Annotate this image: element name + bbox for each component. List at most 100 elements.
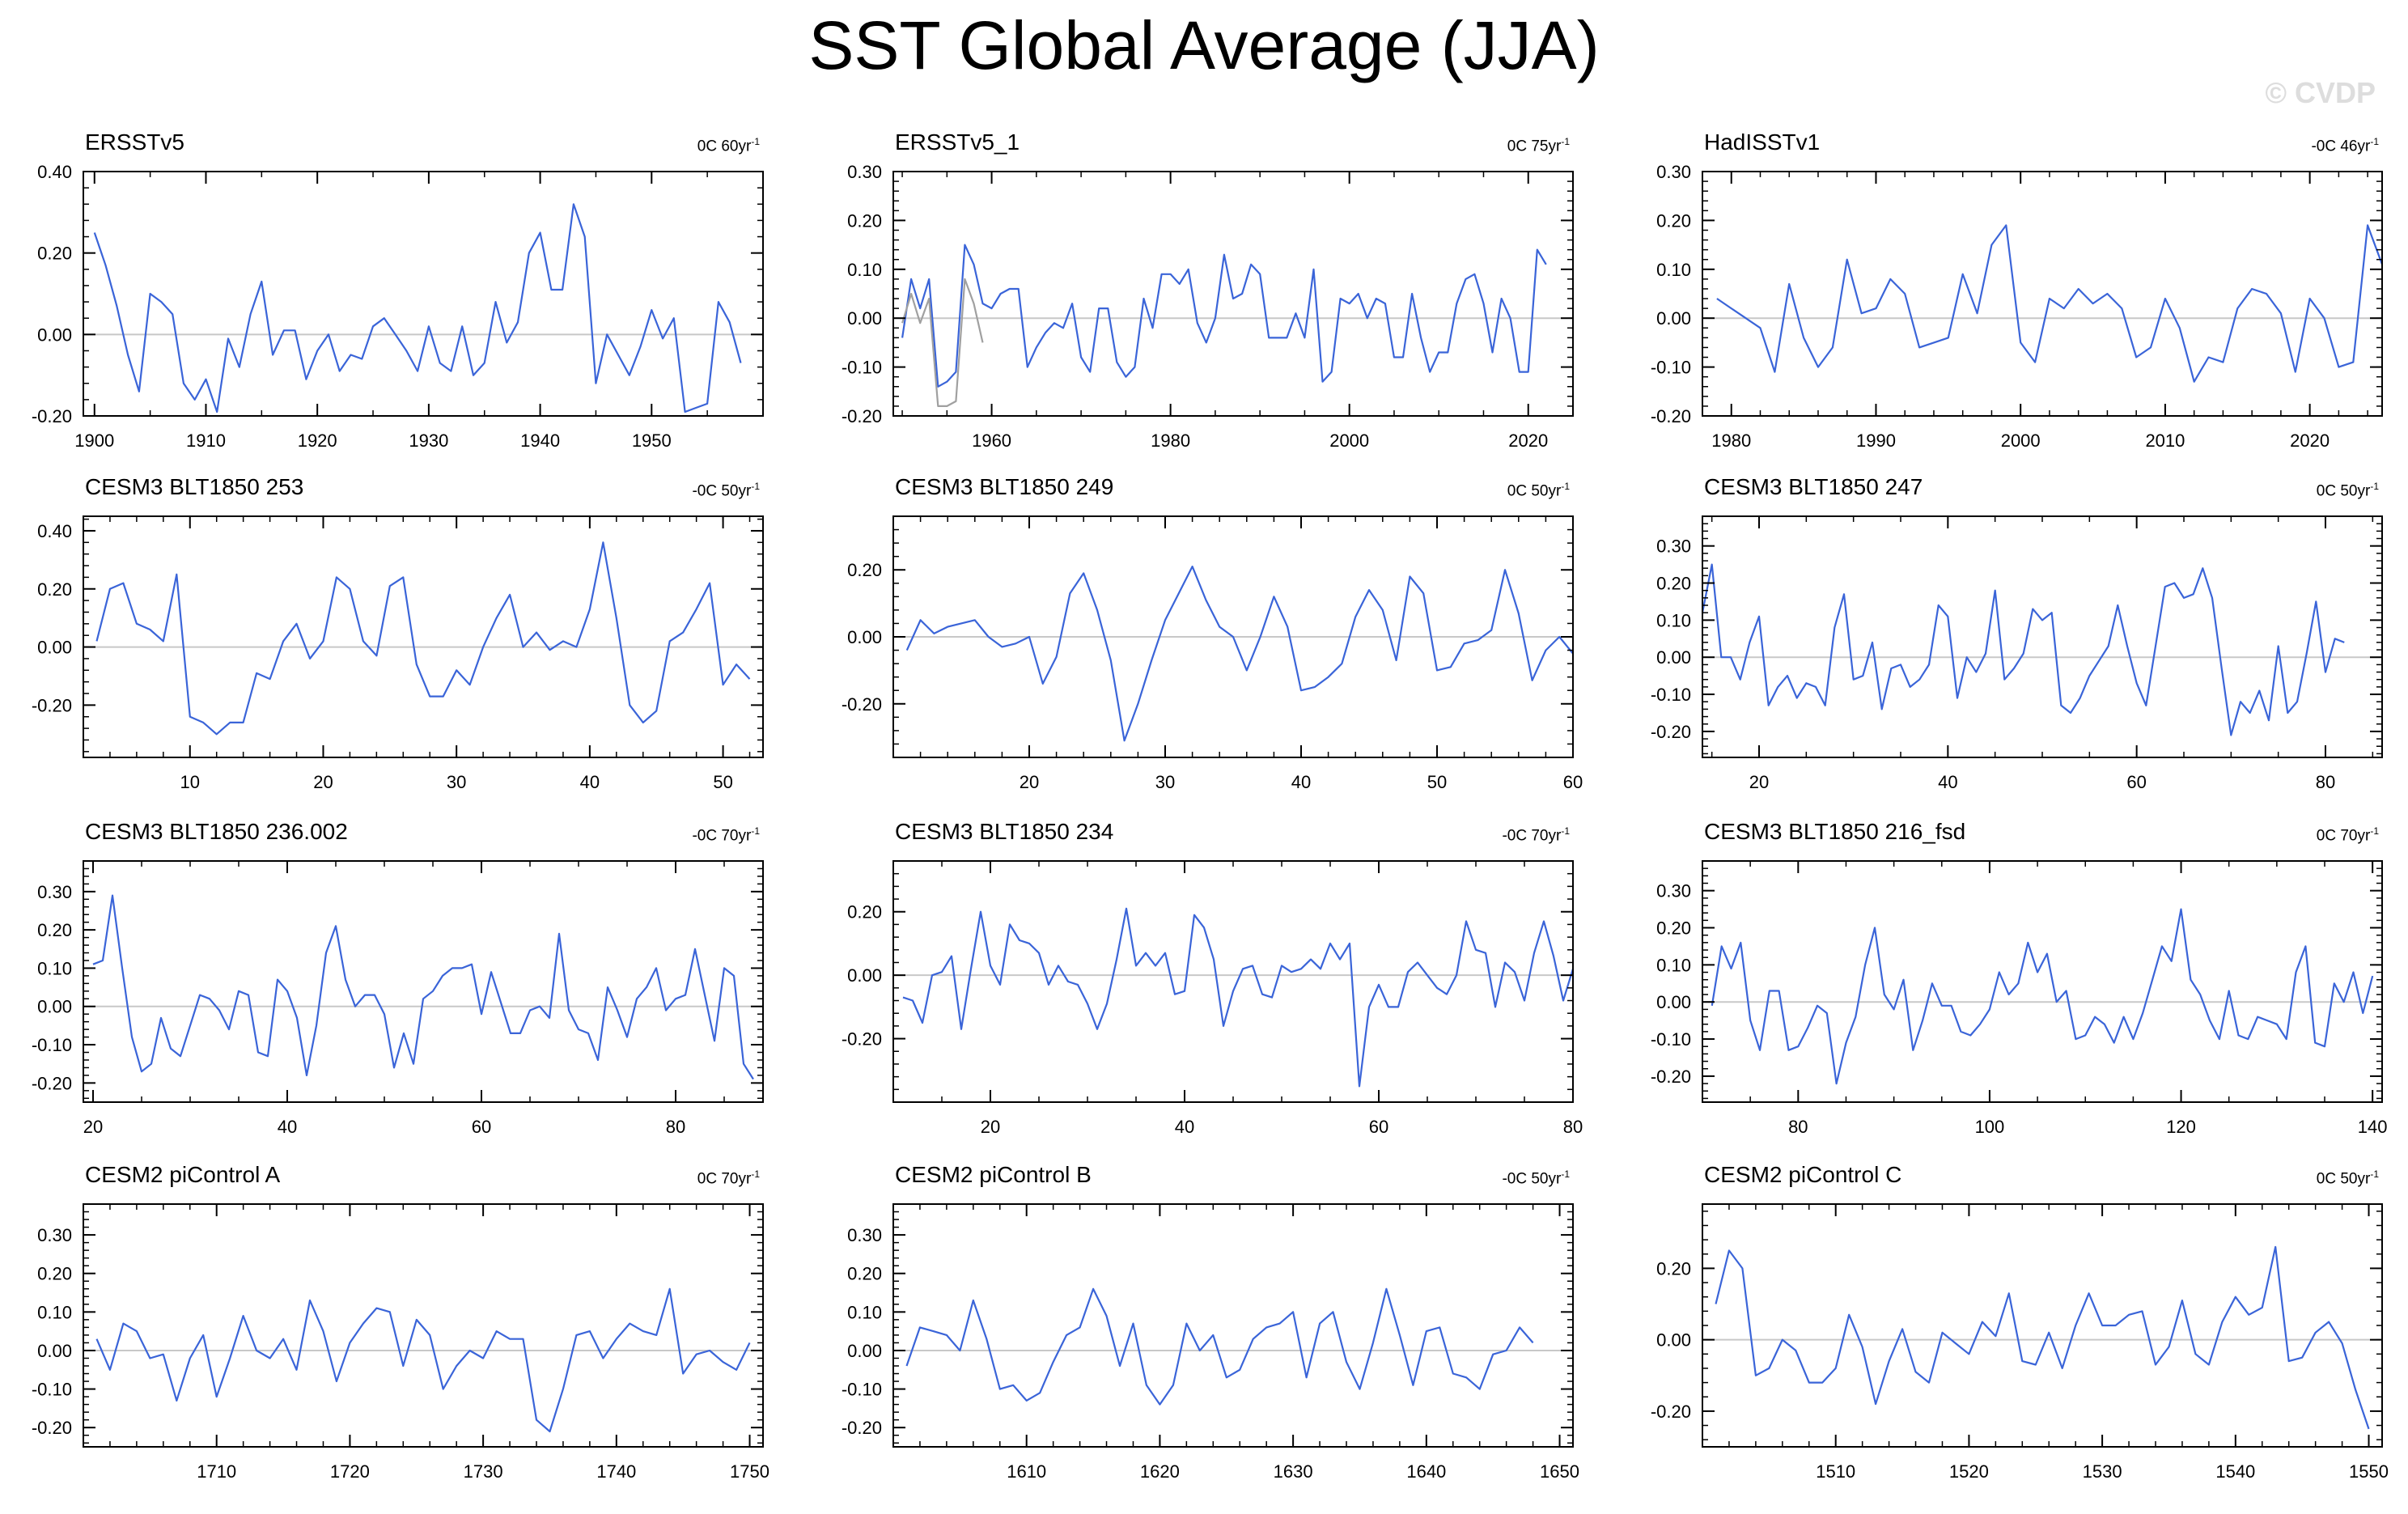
trend-unit-exponent: -1 [1561,1168,1570,1180]
y-tick-label: 0.00 [1656,647,1691,668]
y-tick-label: 0.20 [37,920,72,940]
y-tick-label: -0.20 [1651,1402,1691,1422]
series-line [93,203,742,413]
cvdp-watermark: © CVDP [2265,76,2376,109]
trend-unit-exponent: -1 [2370,136,2379,147]
x-tick-label: 20 [1749,772,1769,792]
series-line [1715,1245,2370,1430]
series-line [902,907,1575,1088]
panel-title: CESM3 BLT1850 234 [895,819,1114,844]
y-tick-label: -0.20 [842,694,882,715]
y-tick-label: 0.20 [847,1264,882,1284]
x-tick-label: 2000 [2001,430,2041,451]
y-tick-label: 0.10 [1656,955,1691,975]
y-tick-label: 0.40 [37,521,72,541]
trend-unit-exponent: -1 [1561,825,1570,837]
panel-chart: 1710 1720 1730 1740 1750 -0.20 -0.10 0.00 0.10 0.… [32,1203,769,1482]
x-tick-label: 2000 [1329,430,1369,451]
x-tick-label: 1980 [1151,430,1190,451]
x-tick-label: 1630 [1274,1461,1313,1482]
x-tick-label: 20 [1020,772,1039,792]
plot-frame [1702,1203,2383,1448]
x-tick-label: 60 [1369,1117,1388,1137]
y-tick-label: 0.20 [37,1264,72,1284]
plot-frame [1702,860,2383,1103]
panel-trend-label: 0C 70yr-1 [2317,825,2379,845]
y-tick-label: 0.00 [847,308,882,329]
panel-chart: 1960 1980 2000 2020 -0.20 -0.10 0.00 0.10 0.20 0.… [842,162,1574,451]
trend-unit-exponent: -1 [751,481,760,492]
y-tick-label: 0.10 [37,958,72,978]
plot-frame [83,860,764,1103]
panel-chart: 1900 1910 1920 1930 1940 1950 -0.20 0.00 0.20 0.4… [32,162,764,451]
y-tick-label: 0.30 [1656,881,1691,901]
trend-text: -0C 50yr [1502,1170,1562,1188]
series-line [905,565,1574,742]
panel-trend-label: -0C 50yr-1 [1502,1168,1570,1188]
x-tick-label: 140 [2358,1117,2388,1137]
trend-text: -0C 70yr [692,827,752,845]
panel-chart: 20 40 60 80 -0.20 0.00 0.20 [842,860,1583,1137]
y-tick-label: 0.30 [847,1225,882,1245]
x-tick-label: 1540 [2215,1461,2255,1482]
x-tick-label: 40 [1938,772,1957,792]
x-tick-label: 1610 [1007,1461,1046,1482]
y-tick-label: 0.20 [847,902,882,922]
plot-frame [1702,515,2383,758]
trend-text: 0C 70yr [2316,827,2371,845]
y-tick-label: 0.30 [37,882,72,902]
x-tick-label: 20 [981,1117,1000,1137]
x-tick-label: 100 [1975,1117,2005,1137]
x-tick-label: 60 [472,1117,491,1137]
x-tick-label: 1920 [298,430,337,451]
y-tick-label: 0.10 [847,1302,882,1322]
x-tick-label: 40 [1291,772,1311,792]
figure-title: SST Global Average (JJA) [808,7,1600,83]
x-tick-label: 1960 [972,430,1011,451]
plot-frame [83,1203,764,1448]
panel-trend-label: -0C 50yr-1 [692,481,760,500]
x-tick-label: 1990 [1856,430,1896,451]
x-tick-label: 20 [313,772,333,792]
trend-text: -0C 70yr [1502,827,1562,845]
x-tick-label: 1740 [596,1461,636,1482]
trend-unit-exponent: -1 [2370,825,2379,837]
panel-chart: 1610 1620 1630 1640 1650 -0.20 -0.10 0.00 0.10 0.… [842,1203,1579,1482]
trend-text: 0C 70yr [697,1170,752,1188]
x-tick-label: 40 [580,772,600,792]
plot-frame [892,860,1574,1103]
y-tick-label: -0.20 [1651,1067,1691,1087]
x-tick-label: 1710 [197,1461,236,1482]
panel-title: CESM3 BLT1850 249 [895,474,1114,499]
panel-chart: 1510 1520 1530 1540 1550 -0.20 0.00 0.20 [1651,1203,2389,1482]
x-tick-label: 20 [83,1117,103,1137]
x-tick-label: 1750 [730,1461,769,1482]
trend-text: -0C 50yr [692,482,752,500]
x-tick-label: 1530 [2083,1461,2122,1482]
y-tick-label: 0.10 [847,260,882,280]
panel-title: CESM3 BLT1850 247 [1704,474,1923,499]
y-tick-label: 0.00 [847,1341,882,1361]
x-tick-label: 1510 [1816,1461,1855,1482]
y-tick-label: -0.20 [32,695,72,715]
x-tick-label: 80 [666,1117,685,1137]
x-tick-label: 1520 [1949,1461,1989,1482]
panel-trend-label: 0C 60yr-1 [697,136,760,155]
x-tick-label: 80 [2316,772,2335,792]
panel-chart: 20 30 40 50 60 -0.20 0.00 0.20 [842,515,1583,792]
x-tick-label: 1910 [186,430,226,451]
y-tick-label: 0.00 [37,638,72,658]
x-tick-label: 1940 [520,430,560,451]
y-tick-label: 0.20 [1656,210,1691,231]
y-tick-label: 0.30 [1656,162,1691,182]
panel-trend-label: 0C 50yr-1 [2317,1168,2379,1188]
x-tick-label: 40 [1175,1117,1194,1137]
y-tick-label: -0.10 [1651,685,1691,705]
y-tick-label: 0.00 [37,1341,72,1361]
plot-frame [1702,171,2383,417]
y-tick-label: -0.20 [1651,406,1691,426]
y-tick-label: -0.20 [32,1073,72,1093]
panel-chart: 80 100 120 140 -0.20 -0.10 0.00 0.10 0.20 0.30 [1651,860,2388,1137]
y-tick-label: 0.00 [847,965,882,986]
y-tick-label: 0.10 [37,1302,72,1322]
